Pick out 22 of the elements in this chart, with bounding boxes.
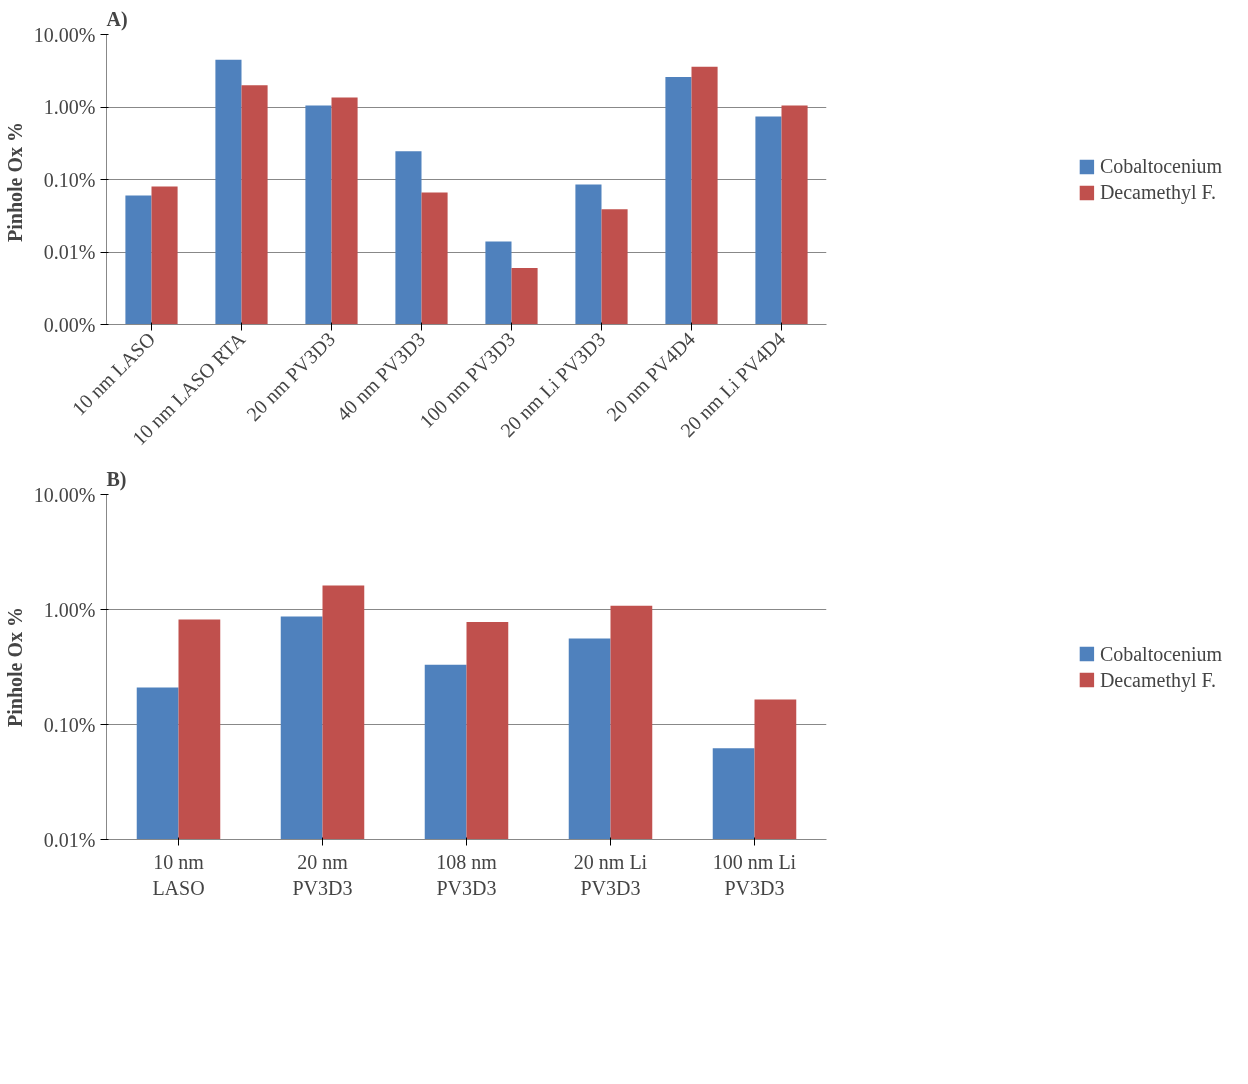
y-tick-label: 10.00% xyxy=(33,23,96,46)
y-tick-label: 0.10% xyxy=(43,168,96,191)
legend-label: Cobaltocenium xyxy=(1099,154,1223,178)
legend-label: Decamethyl F. xyxy=(1099,180,1217,204)
chart-title: B) xyxy=(106,467,127,491)
legend-label: Decamethyl F. xyxy=(1099,668,1217,691)
y-axis-title: Pinhole Ox % xyxy=(3,606,26,727)
y-tick-label: 1.00% xyxy=(43,598,96,621)
x-tick-label: 108 nm PV3D3 xyxy=(436,850,498,899)
y-tick-label: 0.01% xyxy=(43,241,96,263)
legend-label: Cobaltocenium xyxy=(1099,642,1223,665)
y-tick-label: 0.00% xyxy=(43,313,96,336)
y-axis-title: Pinhole Ox % xyxy=(3,121,26,242)
y-tick-label: 1.00% xyxy=(43,96,96,118)
x-tick-label: 100 nm Li PV3D3 xyxy=(712,850,797,899)
y-tick-label: 10.00% xyxy=(33,483,96,506)
y-tick-label: 0.01% xyxy=(43,828,96,851)
x-tick-label: 20 nm Li PV3D3 xyxy=(573,850,648,899)
x-tick-label: 20 nm PV3D3 xyxy=(292,850,353,899)
chart-title: A) xyxy=(106,7,128,31)
x-tick-label: 10 nm LASO xyxy=(152,850,205,899)
y-tick-label: 0.10% xyxy=(43,713,96,736)
